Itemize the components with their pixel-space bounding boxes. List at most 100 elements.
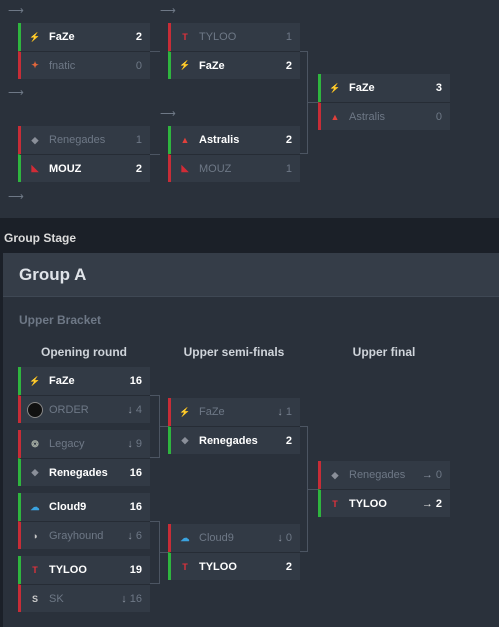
team-score: 16 (129, 592, 142, 605)
bracket-connector (300, 51, 308, 154)
order-logo-icon (27, 401, 43, 418)
advance-arrow-icon: → (421, 469, 433, 481)
team-row[interactable]: ✦ fnatic 0 (18, 51, 150, 79)
astralis-logo-icon: ▲ (330, 111, 340, 122)
faze-logo-icon: ⚡ (179, 406, 191, 417)
bracket-connector (150, 51, 160, 52)
team-row[interactable]: ◆ Renegades 16 (18, 458, 150, 486)
match-card[interactable]: ⚡ FaZe 16 ORDER ↓ 4 (18, 367, 150, 423)
team-name: Cloud9 (49, 501, 87, 513)
match-card[interactable]: ⚡ FaZe 2 ✦ fnatic 0 (18, 23, 150, 79)
match-card[interactable]: ◆ Renegades 1 ◣ MOUZ 2 (18, 126, 150, 182)
team-row[interactable]: T TYLOO 2 (168, 552, 300, 580)
tyloo-logo-icon: T (332, 498, 338, 509)
team-row[interactable]: ☁ Cloud9 16 (18, 493, 150, 521)
match-card[interactable]: ☁ Cloud9 16 ◑ Grayhound ↓ 6 (18, 493, 150, 549)
team-score: 0 (435, 469, 442, 481)
team-name: Renegades (199, 434, 258, 447)
team-score: 2 (285, 59, 292, 72)
team-row[interactable]: ☁ Cloud9 ↓ 0 (168, 524, 300, 552)
team-score: 3 (435, 82, 442, 94)
team-score: 6 (135, 529, 142, 542)
team-row[interactable]: ◆ Renegades 2 (168, 426, 300, 454)
team-name: Astralis (199, 134, 240, 146)
faze-logo-icon: ⚡ (29, 375, 41, 386)
team-row[interactable]: S SK ↓ 16 (18, 584, 150, 612)
bracket-label: Upper Bracket (19, 313, 102, 327)
team-row[interactable]: T TYLOO → 2 (318, 489, 450, 517)
faze-logo-icon: ⚡ (179, 60, 191, 70)
team-name: FaZe (49, 375, 75, 387)
match-card[interactable]: ◆ Renegades → 0 T TYLOO → 2 (318, 461, 450, 517)
team-name: FaZe (349, 82, 375, 94)
match-card[interactable]: ⚡ FaZe 3 ▲ Astralis 0 (318, 74, 450, 130)
match-card[interactable]: ☁ Cloud9 ↓ 0 T TYLOO 2 (168, 524, 300, 580)
faze-logo-icon: ⚡ (329, 82, 341, 93)
team-row[interactable]: ⚡ FaZe 2 (168, 51, 300, 79)
team-score: 16 (129, 501, 142, 513)
bracket-connector (308, 102, 318, 103)
team-row[interactable]: T TYLOO 1 (168, 23, 300, 51)
faze-logo-icon: ⚡ (29, 31, 41, 42)
team-row[interactable]: ORDER ↓ 4 (18, 395, 150, 423)
team-score: 16 (129, 466, 142, 479)
match-card[interactable]: ▲ Astralis 2 ◣ MOUZ 1 (168, 126, 300, 182)
cloud9-logo-icon: ☁ (180, 532, 190, 543)
advance-arrow-icon: → (421, 497, 433, 510)
team-row[interactable]: ⚡ FaZe 3 (318, 74, 450, 102)
match-card[interactable]: ❂ Legacy ↓ 9 ◆ Renegades 16 (18, 430, 150, 486)
team-row[interactable]: ▲ Astralis 2 (168, 126, 300, 154)
team-row[interactable]: ❂ Legacy ↓ 9 (18, 430, 150, 458)
bracket-connector (150, 395, 160, 458)
team-score: 2 (135, 31, 142, 43)
team-row[interactable]: ▲ Astralis 0 (318, 102, 450, 130)
team-name: SK (49, 592, 64, 605)
team-row[interactable]: ⚡ FaZe 2 (18, 23, 150, 51)
team-row[interactable]: ⚡ FaZe 16 (18, 367, 150, 395)
team-row[interactable]: ◆ Renegades 1 (18, 126, 150, 154)
section-label: Group Stage (4, 231, 77, 245)
mouz-logo-icon: ◣ (31, 163, 39, 173)
fnatic-logo-icon: ✦ (31, 60, 39, 70)
team-name: FaZe (199, 406, 225, 418)
bracket-connector (160, 552, 168, 553)
team-name: Legacy (49, 438, 85, 450)
team-name: TYLOO (49, 564, 87, 576)
mouz-logo-icon: ◣ (181, 163, 189, 173)
advance-arrow-icon: ⟶ (160, 108, 176, 120)
team-score: 2 (285, 134, 292, 146)
team-score: 0 (435, 110, 442, 123)
team-row[interactable]: ◣ MOUZ 2 (18, 154, 150, 182)
team-row[interactable]: T TYLOO 19 (18, 556, 150, 584)
team-row[interactable]: ◆ Renegades → 0 (318, 461, 450, 489)
team-name: FaZe (49, 31, 75, 43)
team-score: 1 (285, 406, 292, 418)
match-card[interactable]: ⚡ FaZe ↓ 1 ◆ Renegades 2 (168, 398, 300, 454)
eliminated-arrow-icon: ↓ (127, 403, 133, 416)
team-row[interactable]: ⚡ FaZe ↓ 1 (168, 398, 300, 426)
team-score: 1 (135, 134, 142, 146)
team-row[interactable]: ◑ Grayhound ↓ 6 (18, 521, 150, 549)
grayhound-logo-icon: ◑ (32, 530, 38, 541)
team-name: fnatic (49, 59, 76, 72)
renegades-logo-icon: ◆ (31, 134, 39, 145)
team-name: ORDER (49, 403, 89, 416)
renegades-logo-icon: ◆ (331, 469, 339, 480)
tyloo-logo-icon: T (182, 32, 188, 42)
match-card[interactable]: T TYLOO 1 ⚡ FaZe 2 (168, 23, 300, 79)
match-card[interactable]: T TYLOO 19 S SK ↓ 16 (18, 556, 150, 612)
eliminated-arrow-icon: ↓ (277, 406, 283, 418)
team-name: Grayhound (49, 529, 104, 542)
round-title: Upper final (352, 345, 416, 359)
tyloo-logo-icon: T (182, 561, 188, 572)
tyloo-logo-icon: T (32, 565, 38, 575)
team-name: MOUZ (49, 162, 82, 175)
team-name: MOUZ (199, 162, 232, 175)
team-score: 4 (135, 403, 142, 416)
team-name: TYLOO (199, 560, 237, 573)
team-row[interactable]: ◣ MOUZ 1 (168, 154, 300, 182)
team-score: 2 (435, 497, 442, 510)
group-header (3, 253, 499, 297)
team-score: 1 (285, 162, 292, 175)
team-score: 0 (285, 532, 292, 544)
